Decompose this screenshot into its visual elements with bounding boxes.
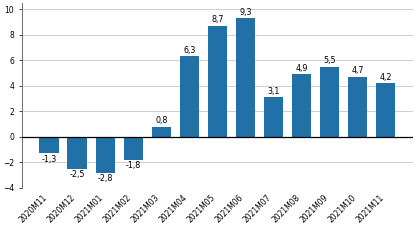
- Bar: [67, 137, 87, 169]
- Bar: [376, 83, 396, 137]
- Bar: [96, 137, 115, 173]
- Text: -2,8: -2,8: [98, 174, 113, 183]
- Text: 4,9: 4,9: [295, 64, 308, 73]
- Bar: [151, 127, 171, 137]
- Text: -2,5: -2,5: [69, 170, 85, 179]
- Bar: [208, 26, 227, 137]
- Bar: [292, 74, 311, 137]
- Text: 4,2: 4,2: [379, 73, 392, 82]
- Text: 9,3: 9,3: [239, 7, 252, 17]
- Bar: [348, 77, 367, 137]
- Text: 3,1: 3,1: [267, 87, 280, 96]
- Bar: [124, 137, 143, 160]
- Text: 6,3: 6,3: [183, 46, 196, 55]
- Bar: [264, 97, 283, 137]
- Bar: [40, 137, 59, 153]
- Text: -1,8: -1,8: [126, 161, 141, 170]
- Text: 8,7: 8,7: [211, 15, 224, 24]
- Bar: [235, 18, 255, 137]
- Text: 5,5: 5,5: [323, 56, 336, 65]
- Text: 0,8: 0,8: [155, 116, 168, 125]
- Text: -1,3: -1,3: [42, 155, 57, 164]
- Bar: [320, 67, 339, 137]
- Text: 4,7: 4,7: [352, 66, 364, 75]
- Bar: [180, 56, 199, 137]
